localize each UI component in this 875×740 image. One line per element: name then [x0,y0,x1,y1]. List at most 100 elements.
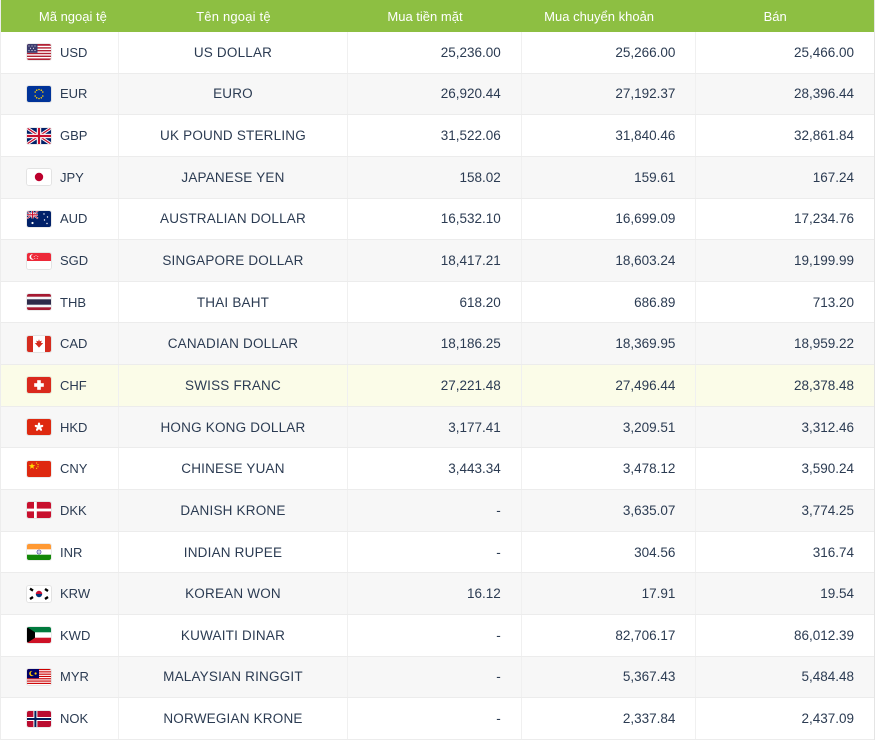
currency-code-cell: MYR [1,656,119,698]
currency-name: CHINESE YUAN [119,448,349,490]
currency-name: SWISS FRANC [119,365,349,406]
column-header-buy-cash: Mua tiền mặt [387,8,463,24]
buy-transfer-value: 3,209.51 [522,406,697,448]
table-row[interactable]: MYR MALAYSIAN RINGGIT - 5,367.43 5,484.4… [1,656,874,699]
currency-name: KUWAITI DINAR [119,614,349,656]
flag-jp-icon [27,169,51,186]
table-row[interactable]: CNY CHINESE YUAN 3,443.34 3,478.12 3,590… [1,448,874,491]
currency-code-cell: AUD [1,198,119,240]
sell-value: 86,012.39 [793,627,854,643]
sell-value: 19,199.99 [793,253,854,269]
table-row[interactable]: CAD CANADIAN DOLLAR 18,186.25 18,369.95 … [1,323,874,366]
currency-name: DANISH KRONE [119,490,349,531]
currency-code: NOK [60,711,89,727]
sell-value: 3,312.46 [801,419,854,435]
buy-transfer-value: 3,478.12 [522,448,697,490]
currency-name: EURO [119,73,349,115]
currency-code: CHF [60,377,87,393]
table-row[interactable]: NOK NORWEGIAN KRONE - 2,337.84 2,437.09 [1,698,874,740]
flag-ca-icon [27,335,51,352]
flag-ch-icon [27,377,51,394]
buy-transfer-value: 3,635.07 [522,490,697,531]
flag-th-icon [27,294,51,311]
currency-name: MALAYSIAN RINGGIT [119,656,349,698]
currency-code: CNY [60,461,88,477]
buy-transfer-value: 18,603.24 [522,240,697,281]
buy-cash-value: 25,236.00 [348,32,522,73]
flag-kw-icon [27,627,51,644]
currency-name: INDIAN RUPEE [119,531,349,573]
flag-no-icon [27,710,51,727]
buy-cash-value: 18,186.25 [348,323,522,365]
currency-code-cell: EUR [1,73,119,115]
table-row[interactable]: KWD KUWAITI DINAR - 82,706.17 86,012.39 [1,614,874,657]
table-row[interactable]: HKD HONG KONG DOLLAR 3,177.41 3,209.51 3… [1,406,874,449]
buy-cash-value: 18,417.21 [348,240,522,281]
table-row[interactable]: KRW KOREAN WON 16.12 17.91 19.54 [1,573,874,615]
flag-sg-icon [27,252,51,269]
table-row[interactable]: CHF SWISS FRANC 27,221.48 27,496.44 28,3… [1,365,874,407]
buy-cash-value: 158.02 [348,156,522,198]
table-row[interactable]: DKK DANISH KRONE - 3,635.07 3,774.25 [1,490,874,532]
buy-cash-value: 16.12 [348,573,522,614]
flag-in-icon [27,544,51,560]
flag-eu-icon [27,85,51,102]
buy-transfer-value: 686.89 [522,281,697,323]
table-row[interactable]: JPY JAPANESE YEN 158.02 159.61 167.24 [1,156,874,199]
column-header-currency-code: Mã ngoại tệ [38,8,107,24]
buy-transfer-value: 2,337.84 [522,698,697,739]
buy-transfer-value: 16,699.09 [522,198,697,240]
table-row[interactable]: EUR EURO 26,920.44 27,192.37 28,396.44 [1,73,874,116]
table-row[interactable]: GBP UK POUND STERLING 31,522.06 31,840.4… [1,115,874,157]
sell-value: 17,234.76 [793,211,854,227]
buy-cash-value: 3,177.41 [348,406,522,448]
currency-name: THAI BAHT [119,281,349,323]
table-row[interactable]: AUD AUSTRALIAN DOLLAR 16,532.10 16,699.0… [1,198,874,241]
currency-code-cell: INR [1,531,119,573]
flag-gb-icon [27,127,51,144]
sell-value: 713.20 [812,294,854,310]
flag-hk-icon [27,419,51,436]
buy-cash-value: - [348,656,522,698]
currency-code: HKD [60,419,88,435]
currency-code: EUR [60,86,88,102]
table-row[interactable]: SGD SINGAPORE DOLLAR 18,417.21 18,603.24… [1,240,874,282]
sell-value: 32,861.84 [793,128,854,144]
table-row[interactable]: THB THAI BAHT 618.20 686.89 713.20 [1,281,874,324]
buy-transfer-value: 82,706.17 [522,614,697,656]
currency-code: SGD [60,253,89,269]
currency-name: US DOLLAR [119,32,349,73]
flag-au-icon [27,210,51,227]
currency-code-cell: CAD [1,323,119,365]
currency-code-cell: HKD [1,406,119,448]
table-row[interactable]: INR INDIAN RUPEE - 304.56 316.74 [1,531,874,574]
sell-value: 18,959.22 [793,336,854,352]
column-header-buy-transfer: Mua chuyển khoản [544,8,655,24]
buy-cash-value: - [348,698,522,739]
currency-code-cell: JPY [1,156,119,198]
table-header-row: Mã ngoại tệ Tên ngoại tệ Mua tiền mặt Mu… [1,0,874,32]
currency-code-cell: DKK [1,490,119,531]
flag-cn-icon [27,460,51,477]
flag-kr-icon [27,585,51,602]
sell-value: 28,378.48 [793,377,854,393]
buy-transfer-value: 5,367.43 [522,656,697,698]
buy-transfer-value: 159.61 [522,156,697,198]
sell-value: 3,590.24 [801,461,854,477]
currency-code-cell: SGD [1,240,119,281]
sell-value: 316.74 [812,544,854,560]
currency-code-cell: KWD [1,614,119,656]
currency-code: MYR [60,669,89,685]
sell-value: 2,437.09 [801,711,854,727]
currency-code: USD [60,44,88,60]
currency-code-cell: CNY [1,448,119,490]
currency-name: NORWEGIAN KRONE [119,698,349,739]
currency-code: DKK [60,502,87,518]
table-row[interactable]: USD US DOLLAR 25,236.00 25,266.00 25,466… [1,32,874,74]
currency-code-cell: CHF [1,365,119,406]
buy-transfer-value: 18,369.95 [522,323,697,365]
currency-code: GBP [60,128,88,144]
sell-value: 5,484.48 [801,669,854,685]
currency-code-cell: NOK [1,698,119,739]
